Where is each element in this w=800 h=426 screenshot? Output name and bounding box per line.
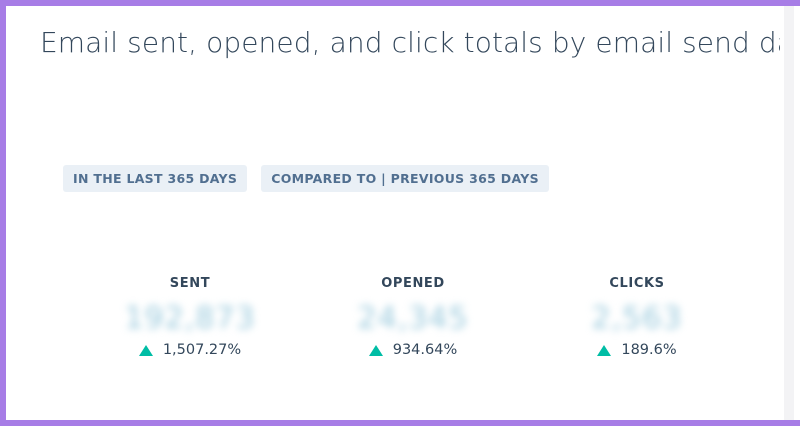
filter-chip-date-range[interactable]: IN THE LAST 365 DAYS <box>63 165 248 192</box>
metric-change-value: 934.64% <box>392 342 458 358</box>
triangle-up-icon <box>368 344 383 356</box>
metric-change-value: 1,507.27% <box>162 342 242 358</box>
metric-label: SENT <box>169 276 211 291</box>
filter-chip-comparison[interactable]: COMPARED TO | PREVIOUS 365 DAYS <box>261 165 549 192</box>
metric-change: 189.6% <box>537 342 737 358</box>
metric-clicks: CLICKS 2,563 189.6% <box>537 276 737 358</box>
metrics-row: SENT 192,873 1,507.27% OPENED 24,345 934… <box>6 276 780 396</box>
report-panel: Email sent, opened, and click totals by … <box>6 6 780 420</box>
metric-opened: OPENED 24,345 934.64% <box>313 276 513 358</box>
date-filters: IN THE LAST 365 DAYS COMPARED TO | PREVI… <box>63 165 549 192</box>
vertical-scrollbar[interactable] <box>780 6 800 420</box>
metric-value-blurred: 24,345 <box>357 301 469 336</box>
metric-change: 1,507.27% <box>90 342 290 358</box>
triangle-up-icon <box>138 344 153 356</box>
report-title: Email sent, opened, and click totals by … <box>40 26 780 59</box>
triangle-up-icon <box>597 344 612 356</box>
metric-change-value: 189.6% <box>621 342 677 358</box>
metric-label: CLICKS <box>609 276 665 291</box>
metric-sent: SENT 192,873 1,507.27% <box>90 276 290 358</box>
metric-value-blurred: 192,873 <box>124 301 256 336</box>
metric-value-blurred: 2,563 <box>591 301 683 336</box>
metric-change: 934.64% <box>313 342 513 358</box>
metric-label: OPENED <box>381 276 445 291</box>
scrollbar-track[interactable] <box>784 6 794 420</box>
